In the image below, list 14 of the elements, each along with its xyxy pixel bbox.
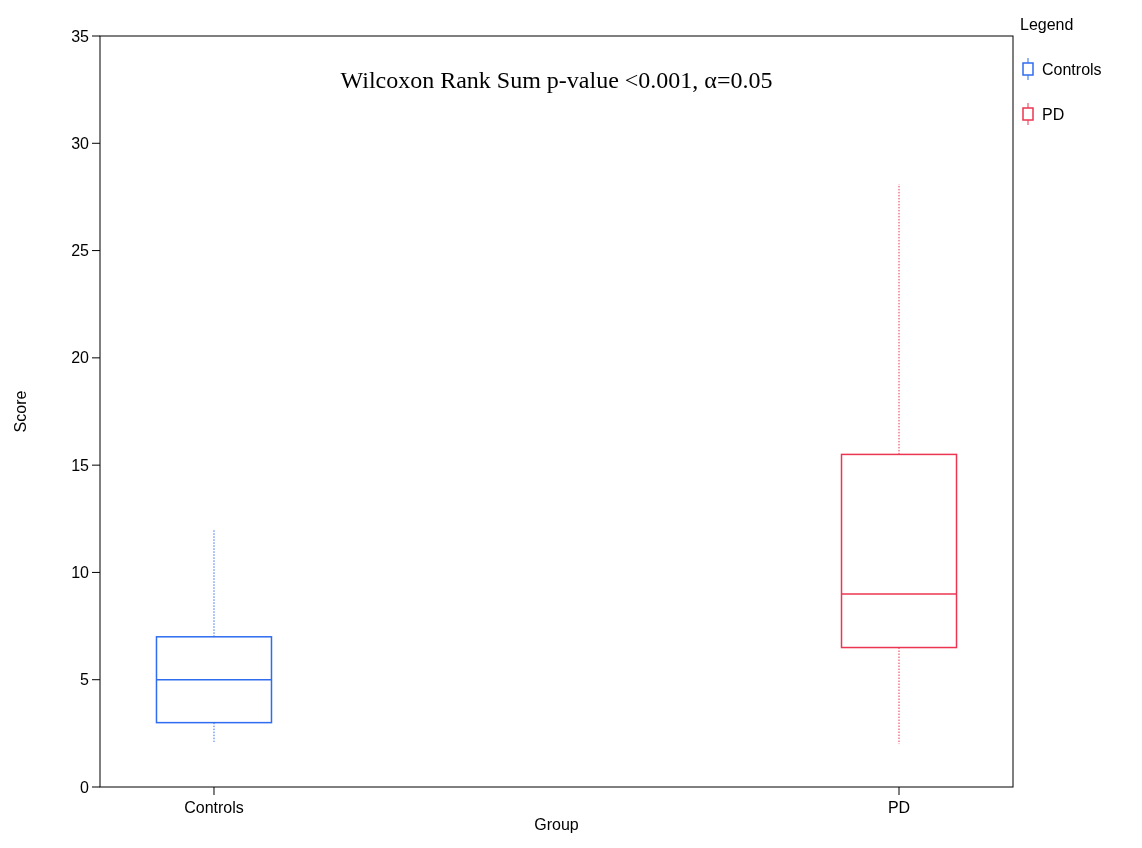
y-tick-label: 30	[71, 134, 90, 152]
y-tick-label: 35	[71, 27, 90, 45]
legend-title: Legend	[1020, 16, 1074, 33]
y-tick-label: 25	[71, 242, 90, 260]
y-tick-label: 15	[71, 456, 90, 474]
y-tick-label: 0	[80, 778, 90, 796]
y-tick-label: 20	[71, 349, 90, 367]
annotation: Wilcoxon Rank Sum p-value <0.001, α=0.05	[340, 67, 773, 93]
y-axis-title: Score	[12, 390, 29, 433]
y-tick-label: 10	[71, 564, 90, 582]
y-tick-label: 5	[80, 671, 90, 689]
x-axis-title: Group	[534, 816, 579, 833]
legend-label: Controls	[1042, 60, 1102, 78]
legend-label: PD	[1042, 105, 1065, 123]
